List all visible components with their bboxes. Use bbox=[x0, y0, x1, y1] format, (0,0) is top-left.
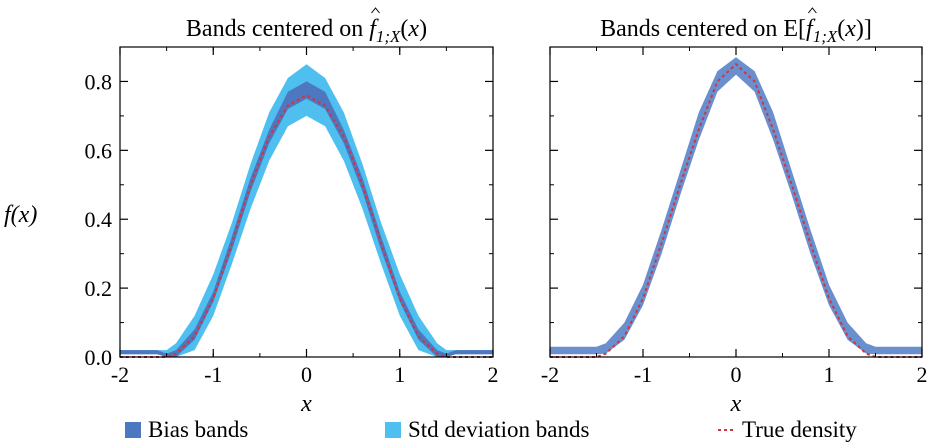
y-label-paren: ) bbox=[27, 202, 37, 228]
y-label-function: f bbox=[4, 202, 14, 228]
y-tick-label: 0.0 bbox=[85, 345, 113, 370]
legend-swatch bbox=[125, 422, 141, 438]
std-deviation-bands-area bbox=[120, 64, 493, 357]
legend-label: Std deviation bands bbox=[408, 417, 589, 442]
y-tick-label: 0.2 bbox=[85, 276, 113, 301]
title-arg-open: ( bbox=[400, 16, 408, 42]
true-density-line bbox=[120, 94, 493, 358]
title-estimator: f bbox=[369, 16, 379, 42]
y-tick-label: 0.8 bbox=[85, 69, 113, 94]
x-tick-label: -1 bbox=[634, 362, 652, 387]
y-tick-label: 0.4 bbox=[85, 207, 113, 232]
title-bracket: [ bbox=[798, 16, 806, 42]
y-label-paren: ( bbox=[11, 202, 21, 228]
title-text: Bands centered on E bbox=[600, 16, 798, 42]
legend-label: Bias bands bbox=[148, 417, 248, 442]
y-tick-label: 0.6 bbox=[85, 138, 113, 163]
x-tick-label: 1 bbox=[394, 362, 405, 387]
title-hat bbox=[807, 7, 817, 14]
x-tick-label: 0 bbox=[731, 362, 742, 387]
bias-bands-area bbox=[550, 57, 922, 355]
legend: Bias bands Std deviation bands True densit… bbox=[125, 417, 857, 442]
x-tick-label: 1 bbox=[824, 362, 835, 387]
x-axis-label: x bbox=[730, 391, 742, 417]
y-axis-label: f(x) bbox=[4, 202, 37, 228]
bias-bands-area bbox=[120, 81, 493, 358]
x-tick-label: -2 bbox=[541, 362, 559, 387]
legend-item: True density bbox=[718, 417, 857, 442]
true-density-line bbox=[550, 62, 922, 358]
x-tick-label: -2 bbox=[111, 362, 129, 387]
x-tick-label: 2 bbox=[917, 362, 928, 387]
plot-frame bbox=[549, 46, 923, 358]
title-arg-open: ( bbox=[837, 16, 845, 42]
x-tick-label: -1 bbox=[204, 362, 222, 387]
title-arg-variable: x bbox=[407, 16, 419, 42]
title-arg-variable: x bbox=[844, 16, 856, 42]
left-panel: -2 -1 0 1 20.00.20.40.60.8xf(x)Bands centere… bbox=[4, 7, 499, 417]
title-text: Bands centered on bbox=[186, 16, 369, 42]
title-subscript: 1;X bbox=[813, 27, 838, 46]
x-tick-label: 0 bbox=[301, 362, 312, 387]
x-tick-label: 2 bbox=[488, 362, 499, 387]
legend-swatch bbox=[385, 422, 401, 438]
title-bracket: ] bbox=[864, 16, 872, 42]
legend-item: Bias bands bbox=[125, 417, 248, 442]
title-arg-close: ) bbox=[856, 16, 864, 42]
title-estimator: f bbox=[806, 16, 816, 42]
x-axis-label: x bbox=[300, 391, 312, 417]
title-arg-close: ) bbox=[419, 16, 427, 42]
panel-title: Bands centered on f1;X(x) bbox=[186, 16, 427, 46]
title-hat bbox=[371, 7, 380, 14]
panel-title: Bands centered on E[f1;X(x)] bbox=[600, 16, 872, 46]
y-label-variable: x bbox=[18, 202, 30, 228]
legend-item: Std deviation bands bbox=[385, 417, 589, 442]
title-subscript: 1;X bbox=[376, 27, 401, 46]
legend-label: True density bbox=[742, 417, 857, 442]
